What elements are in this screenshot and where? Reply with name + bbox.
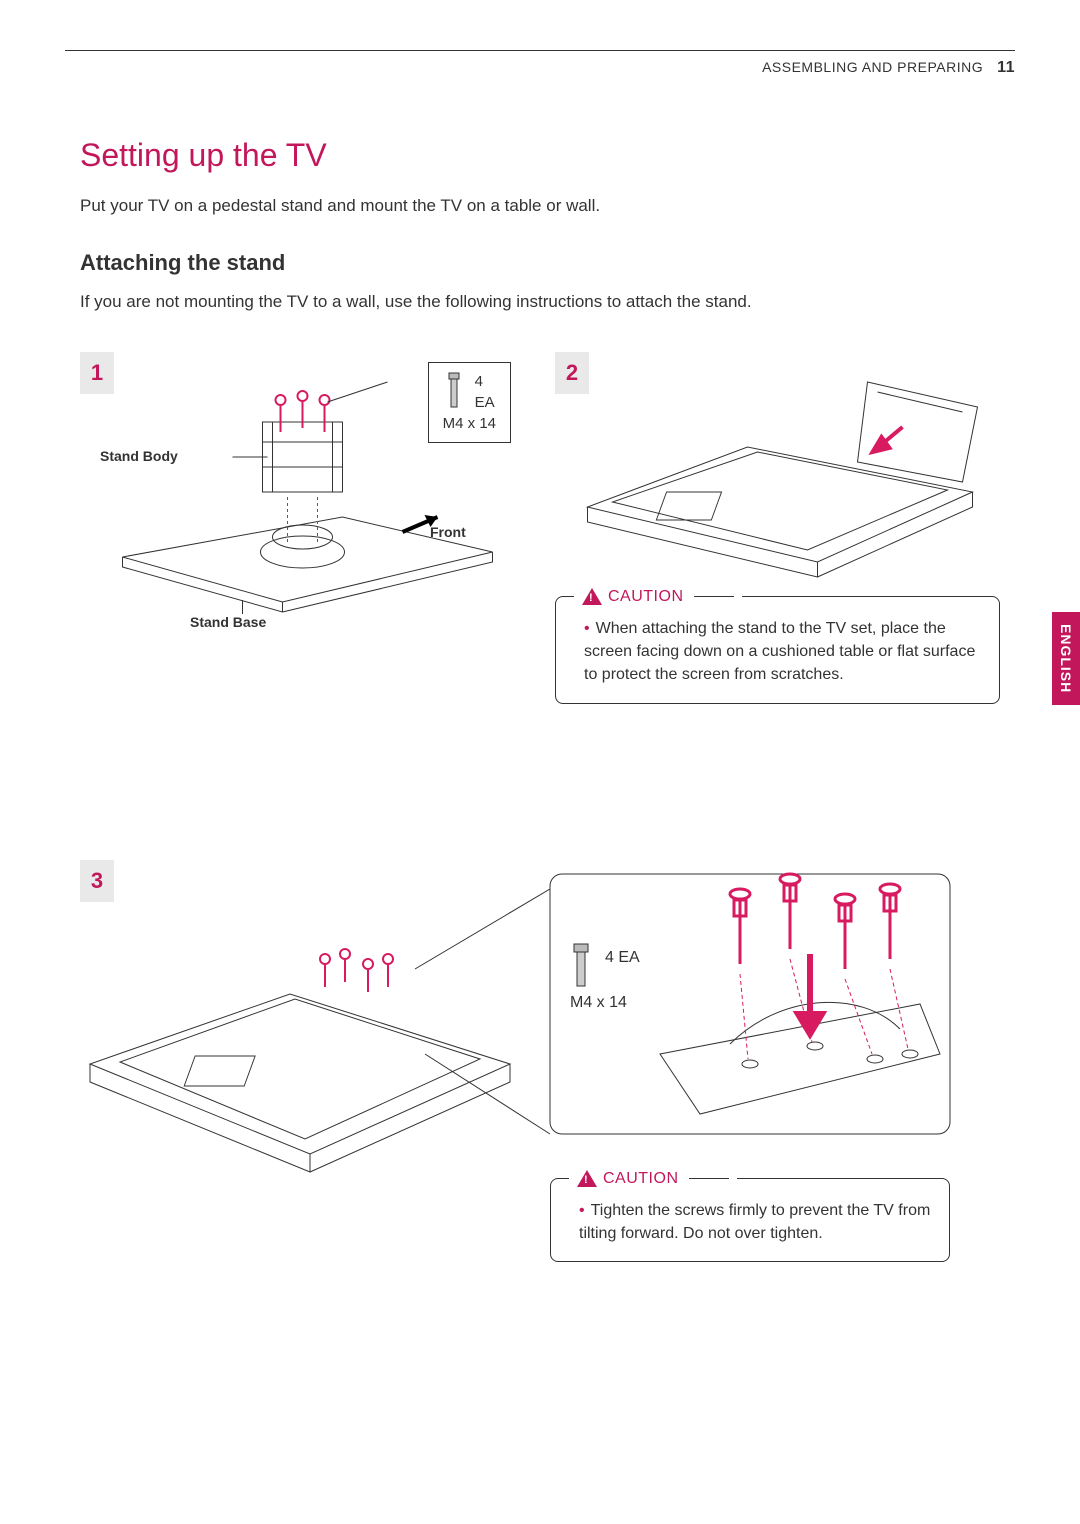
diagram-step-1: 4 EA M4 x 14 Stand Body Stand Base Front	[80, 352, 525, 632]
label-front: Front	[430, 524, 466, 540]
step-1: 1	[80, 352, 525, 704]
caution-box-1: CAUTION When attaching the stand to the …	[555, 596, 1000, 704]
diagram-step-3	[80, 864, 980, 1194]
steps-row-2: 3	[80, 864, 1000, 1194]
caution-box-2: CAUTION Tighten the screws firmly to pre…	[550, 1178, 950, 1262]
caution-text-1: When attaching the stand to the TV set, …	[584, 617, 981, 687]
caution-header-1: CAUTION	[574, 585, 742, 608]
subsection-title: Attaching the stand	[80, 250, 1000, 276]
caution-header-2: CAUTION	[569, 1167, 737, 1190]
subsection-text: If you are not mounting the TV to a wall…	[80, 292, 1000, 312]
step-badge-3: 3	[80, 860, 114, 902]
page-title: Setting up the TV	[80, 137, 1000, 174]
section-name: ASSEMBLING AND PREPARING	[762, 59, 983, 75]
caution-text-2: Tighten the screws firmly to prevent the…	[579, 1199, 931, 1245]
warning-icon	[582, 588, 602, 605]
intro-text: Put your TV on a pedestal stand and moun…	[80, 196, 1000, 216]
page-number: 11	[997, 59, 1015, 77]
caution-label: CAUTION	[603, 1167, 679, 1190]
warning-icon	[577, 1170, 597, 1187]
caution-label: CAUTION	[608, 585, 684, 608]
screw-size-2: M4 x 14	[570, 994, 627, 1012]
diagram-step-2	[555, 352, 1000, 582]
label-stand-body: Stand Body	[100, 448, 178, 464]
label-stand-base: Stand Base	[190, 614, 266, 630]
running-head: ASSEMBLING AND PREPARING 11	[80, 59, 1015, 77]
screw-size: M4 x 14	[443, 413, 496, 434]
screw-spec-callout-1: 4 EA M4 x 14	[428, 362, 511, 443]
steps-row-1: 1	[80, 352, 1000, 704]
step-2: 2 CAUTION	[555, 352, 1000, 704]
screw-qty-2: 4 EA	[605, 949, 640, 967]
header-rule	[65, 50, 1015, 51]
language-tab: ENGLISH	[1052, 612, 1080, 705]
